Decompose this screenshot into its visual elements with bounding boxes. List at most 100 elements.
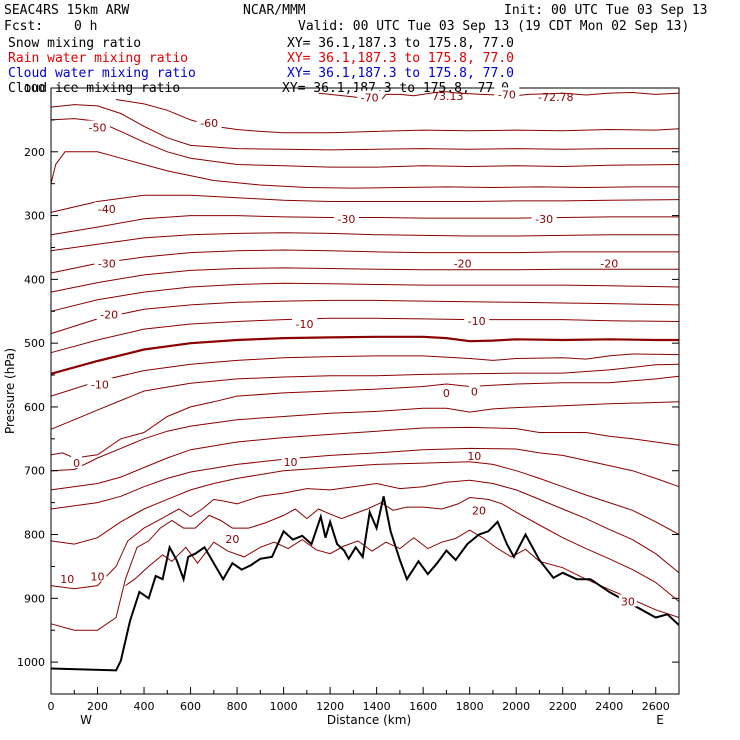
- contour-label-bg: [87, 377, 113, 390]
- contour-label-bg: [196, 116, 222, 129]
- contour-line-5: [50, 353, 680, 397]
- x-tick-label: 2200: [549, 700, 577, 713]
- x-end-label-east: E: [656, 713, 664, 727]
- contour-label-bg: [96, 307, 122, 320]
- contour-line--35: [50, 215, 679, 236]
- terrain-line: [50, 496, 680, 672]
- contour-line-0: [50, 335, 679, 375]
- fcst-label: Fcst:: [4, 19, 44, 34]
- contour-label-bg: [292, 317, 318, 330]
- x-tick-label: 1200: [316, 700, 344, 713]
- contour-line--45: [50, 151, 679, 189]
- x-tick-label: 1800: [456, 700, 484, 713]
- contour-label-bg: [465, 449, 484, 462]
- contour-label: 20: [225, 533, 239, 546]
- legend-label-cloud-water: Cloud water mixing ratio: [8, 66, 196, 81]
- contour-line--5: [50, 317, 680, 354]
- y-tick-label: 100: [24, 82, 45, 95]
- contour-label-bg: [618, 594, 637, 607]
- contour-line--40: [50, 194, 680, 213]
- legend-xy-snow: XY= 36.1,187.3 to 175.8, 77.0: [287, 36, 514, 51]
- contour-label: 30: [621, 596, 635, 609]
- contour-label: 0: [471, 386, 478, 399]
- contour-line--30: [50, 232, 679, 252]
- contour-label-bg: [281, 454, 300, 467]
- contour-label: -70: [498, 88, 516, 101]
- contour-label: -20: [454, 257, 472, 270]
- contour-label-bg: [531, 211, 557, 224]
- contour-label-bg: [357, 90, 383, 103]
- contour-label-bg: [450, 256, 476, 269]
- x-tick-label: 1600: [409, 700, 437, 713]
- y-tick-label: 600: [24, 401, 45, 414]
- contour-lines: [50, 91, 680, 631]
- top-label-left: 73.13: [432, 90, 464, 103]
- x-axis-label: Distance (km): [327, 713, 411, 727]
- contour-line--50: [50, 118, 680, 168]
- y-tick-label: 200: [24, 146, 45, 159]
- legend-xy-rain: XY= 36.1,187.3 to 175.8, 77.0: [287, 51, 514, 66]
- y-tick-label: 900: [24, 592, 45, 605]
- contour-label-bg: [94, 202, 120, 215]
- x-tick-label: 200: [87, 700, 108, 713]
- fcst-value: 0 h: [74, 19, 98, 34]
- plot-frame: [50, 87, 680, 695]
- contour-label: 10: [60, 573, 74, 586]
- contour-label: -10: [91, 379, 109, 392]
- contour-label: -30: [535, 213, 553, 226]
- contour-label-bg: [94, 256, 120, 269]
- y-tick-label: 700: [24, 465, 45, 478]
- contour-label: -20: [600, 257, 618, 270]
- x-tick-label: 2000: [502, 700, 530, 713]
- x-tick-label: 2600: [642, 700, 670, 713]
- valid-time: Valid: 00 UTC Tue 03 Sep 13 (19 CDT Mon …: [298, 19, 690, 34]
- contour-line--60: [116, 99, 680, 134]
- contour-line-50: [125, 529, 680, 618]
- x-tick-label: 0: [48, 700, 55, 713]
- contour-label-bg: [223, 531, 242, 544]
- contour-label-bg: [88, 569, 107, 582]
- y-tick-label: 500: [24, 337, 45, 350]
- contour-label-bg: [85, 120, 111, 133]
- y-tick-label: 300: [24, 210, 45, 223]
- contour-label: -70: [361, 92, 379, 105]
- contour-line-45: [50, 496, 680, 631]
- contour-label: -10: [468, 315, 486, 328]
- contour-line--25: [50, 249, 679, 274]
- contour-label: 0: [73, 457, 80, 470]
- contour-line--20: [50, 267, 679, 293]
- contour-label-bg: [469, 503, 488, 516]
- top-label-right: -72.78: [538, 91, 573, 104]
- x-tick-label: 400: [134, 700, 155, 713]
- contour-label-bg: [58, 572, 77, 585]
- x-tick-label: 1400: [363, 700, 391, 713]
- x-tick-label: 600: [180, 700, 201, 713]
- contour-line-40: [50, 479, 680, 590]
- contour-line--10: [50, 299, 680, 335]
- contour-line-30: [50, 447, 680, 510]
- contour-line--15: [50, 282, 680, 312]
- legend-label-rain: Rain water mixing ratio: [8, 51, 189, 66]
- x-tick-label: 2400: [595, 700, 623, 713]
- contour-label-bg: [596, 256, 622, 269]
- contour-label: -50: [89, 122, 107, 135]
- x-tick-label: 800: [227, 700, 248, 713]
- contour-line-15: [50, 375, 680, 459]
- center-title: NCAR/MMM: [243, 3, 306, 18]
- legend-label-snow: Snow mixing ratio: [8, 36, 142, 51]
- contour-line-10: [50, 363, 680, 430]
- y-tick-label: 400: [24, 273, 45, 286]
- contour-line-35: [50, 461, 680, 545]
- contour-line-20: [50, 401, 680, 472]
- contour-label-bg: [440, 385, 452, 398]
- contour-label: -20: [100, 308, 118, 321]
- contour-label: 10: [284, 456, 298, 469]
- x-end-label-west: W: [80, 713, 92, 727]
- contour-label: -60: [200, 117, 218, 130]
- legend-xy-cloud-water: XY= 36.1,187.3 to 175.8, 77.0: [287, 66, 514, 81]
- contour-line-25: [50, 426, 680, 491]
- contour-label: 20: [472, 504, 486, 517]
- contour-label-bg: [71, 456, 83, 469]
- contour-labels: -70 -70 -60 -50 -40 -30 -30 -30 -20 -20 -20 -10 -10 -…: [58, 87, 637, 609]
- contour-label: 0: [443, 387, 450, 400]
